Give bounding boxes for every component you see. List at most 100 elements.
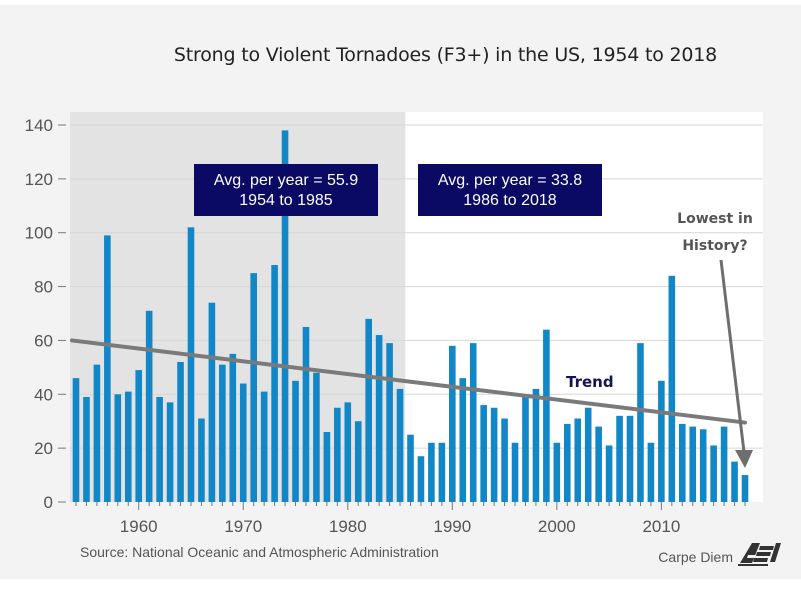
x-tick-label: 1980 <box>329 517 367 536</box>
bar-1979 <box>334 407 341 502</box>
bar-2017 <box>731 461 738 502</box>
logo-shape <box>747 555 756 558</box>
x-tick-label: 2010 <box>642 517 680 536</box>
bar-1975 <box>292 380 299 502</box>
bar-1992 <box>469 343 477 502</box>
bar-2007 <box>626 415 634 502</box>
y-tick-label: 140 <box>25 116 53 135</box>
bar-1983 <box>375 335 383 502</box>
y-tick-label: 80 <box>34 278 53 297</box>
annotation-box-background <box>194 164 378 216</box>
lowest-annotation-line-1: Lowest in <box>677 211 753 227</box>
lowest-annotation-line-2: History? <box>682 238 747 254</box>
bar-2010 <box>658 380 665 502</box>
y-tick-label: 60 <box>34 331 53 350</box>
bar-2018 <box>741 475 749 502</box>
bar-1986 <box>407 434 414 502</box>
bar-1964 <box>177 361 184 502</box>
bar-1990 <box>449 345 456 502</box>
gridlines <box>70 124 763 449</box>
bar-1977 <box>313 372 320 502</box>
bar-1966 <box>198 418 205 502</box>
bar-1968 <box>219 364 226 502</box>
bar-1973 <box>271 265 278 502</box>
annotation-box-line-2: 1986 to 2018 <box>463 192 557 209</box>
bar-1959 <box>124 391 132 502</box>
bar-1958 <box>114 394 122 502</box>
bar-1956 <box>93 364 101 502</box>
bar-2002 <box>574 418 582 502</box>
bar-2005 <box>605 445 613 502</box>
logo-shape <box>759 546 774 550</box>
bar-1969 <box>229 353 237 502</box>
bar-2008 <box>637 343 644 502</box>
bar-1974 <box>281 130 289 502</box>
bar-2009 <box>647 442 655 502</box>
bar-2013 <box>689 426 697 502</box>
bar-1954 <box>72 378 80 502</box>
bar-2011 <box>668 275 676 502</box>
bar-1999 <box>543 329 550 502</box>
y-tick-label: 0 <box>44 493 53 512</box>
bar-2014 <box>699 429 707 502</box>
bar-2012 <box>678 423 686 502</box>
bar-2003 <box>584 407 592 502</box>
bar-2001 <box>563 423 571 502</box>
y-axis-ticks: 0 20 40 60 80 100 120 140 <box>25 116 66 512</box>
bar-1997 <box>522 394 529 502</box>
logo-shape <box>753 558 768 562</box>
bar-1955 <box>83 396 90 502</box>
annotation-box-line-1: Avg. per year = 33.8 <box>438 172 582 189</box>
arrow-icon <box>719 259 746 453</box>
annotation-box-1986-2018: Avg. per year = 33.8 1986 to 2018 <box>418 164 602 216</box>
logo-shape <box>738 564 768 566</box>
bar-1970 <box>239 383 247 502</box>
bar-2004 <box>595 426 602 502</box>
bar-1993 <box>480 405 487 502</box>
bar-2016 <box>720 426 728 502</box>
bar-1998 <box>532 388 540 502</box>
trend-line <box>70 338 747 425</box>
bar-1995 <box>501 418 508 502</box>
bar-1961 <box>145 310 153 502</box>
bar-1988 <box>428 442 435 502</box>
arrowhead-icon <box>735 450 753 468</box>
bar-1957 <box>104 235 111 502</box>
branding-text: Carpe Diem <box>658 549 733 565</box>
bar-2015 <box>710 445 717 502</box>
bar-1960 <box>135 370 143 502</box>
bar-1978 <box>323 431 331 502</box>
x-tick-label: 1970 <box>224 517 262 536</box>
x-tick-label: 2000 <box>538 517 576 536</box>
bar-1972 <box>260 391 268 502</box>
y-tick-label: 100 <box>25 224 53 243</box>
bar-2000 <box>553 442 561 502</box>
bar-1967 <box>208 302 216 502</box>
bar-1981 <box>354 421 362 502</box>
lowest-in-history-annotation: Lowest in History? <box>677 211 753 468</box>
bar-2006 <box>616 415 623 502</box>
bar-1963 <box>166 402 174 502</box>
bar-1976 <box>302 326 310 502</box>
bar-1971 <box>250 273 258 502</box>
bar-1987 <box>417 456 425 502</box>
trend-label: Trend <box>566 373 614 391</box>
logo-shape <box>756 552 771 556</box>
y-tick-label: 20 <box>34 439 53 458</box>
logo-shape <box>770 543 781 562</box>
x-tick-label: 1990 <box>433 517 471 536</box>
bar-1984 <box>386 343 393 502</box>
y-tick-label: 120 <box>25 170 53 189</box>
y-tick-label: 40 <box>34 385 53 404</box>
bar-1982 <box>365 318 372 502</box>
annotation-box-line-2: 1954 to 1985 <box>239 192 333 209</box>
bars <box>72 130 749 503</box>
source-note: Source: National Oceanic and Atmospheric… <box>80 544 439 560</box>
bar-1980 <box>344 402 352 502</box>
bar-1985 <box>396 388 404 502</box>
logo-shape <box>740 543 760 563</box>
bar-1994 <box>490 407 498 502</box>
annotation-box-1954-1985: Avg. per year = 55.9 1954 to 1985 <box>194 164 378 216</box>
bar-1996 <box>511 442 519 502</box>
